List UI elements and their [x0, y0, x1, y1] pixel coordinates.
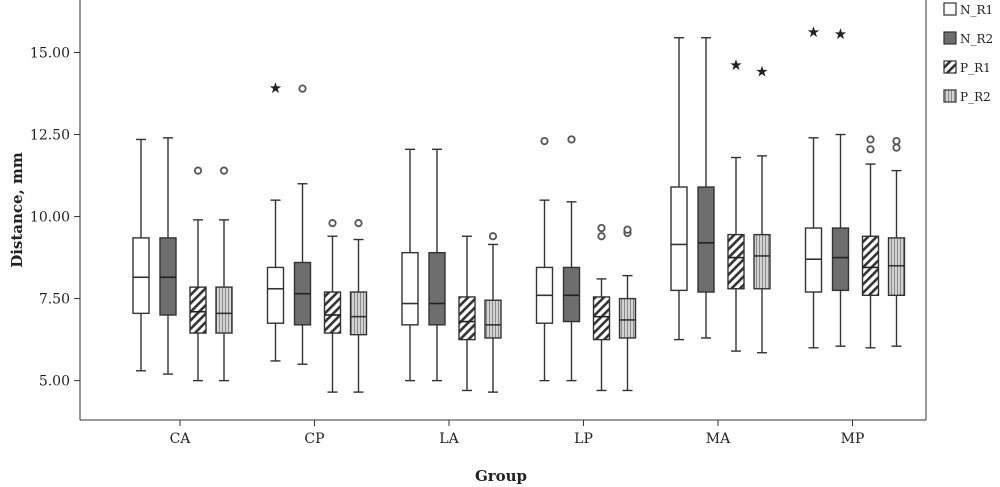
- iqr-box: [861, 235, 880, 297]
- box-P_R2-LP: [618, 225, 637, 392]
- y-tick-label: 7.50: [39, 292, 70, 308]
- box-P_R2-CP: [349, 219, 368, 393]
- x-tick-label: LA: [439, 431, 459, 447]
- extreme-point: ★: [834, 25, 847, 43]
- outlier-point: [892, 143, 901, 152]
- extreme-point: ★: [729, 56, 742, 74]
- x-tick-label: CA: [170, 431, 192, 447]
- iqr-box: [697, 186, 715, 293]
- x-axis-title: Group: [475, 467, 527, 485]
- box-P_R1-CP: [323, 219, 342, 393]
- legend-label: N_R1: [960, 3, 993, 17]
- outlier-point: [488, 232, 498, 241]
- box-N_R2-CA: [159, 137, 177, 375]
- box-P_R2-MP: [887, 136, 906, 347]
- box-P_R2-MA: ★: [753, 63, 771, 354]
- x-tick-label: MP: [841, 431, 865, 447]
- outlier-point: [623, 225, 632, 234]
- iqr-box: [458, 296, 476, 341]
- iqr-box: [159, 237, 177, 316]
- box-N_R1-MA: [670, 37, 688, 341]
- iqr-box: [753, 233, 771, 290]
- outlier-point: [354, 219, 363, 228]
- box-series: ★ ★ ★ ★ ★: [132, 23, 906, 393]
- y-axis-title: Distance, mm: [8, 152, 26, 268]
- iqr-box: [592, 296, 611, 341]
- legend-swatch: [943, 31, 957, 45]
- box-N_R2-MA: [697, 37, 715, 339]
- box-P_R1-LA: [458, 235, 476, 392]
- box-P_R1-CA: [189, 166, 207, 382]
- iqr-box: [215, 286, 233, 334]
- y-tick-label: 5.00: [39, 374, 70, 390]
- iqr-box: [887, 237, 906, 297]
- box-N_R1-CP: ★: [266, 79, 285, 362]
- legend-item-N_R1: N_R1: [943, 2, 993, 17]
- legend-label: N_R2: [960, 32, 993, 46]
- outlier-point: [597, 232, 606, 241]
- x-tick-label: LP: [574, 431, 593, 447]
- outlier-point: [328, 219, 337, 228]
- iqr-box: [831, 227, 850, 292]
- x-tick-label: MA: [706, 431, 731, 447]
- iqr-box: [401, 251, 419, 326]
- outlier-point: [298, 84, 307, 93]
- y-tick-label: 12.50: [30, 128, 70, 144]
- box-P_R1-MP: [861, 135, 880, 349]
- iqr-box: [428, 251, 446, 326]
- iqr-box: [804, 227, 823, 293]
- iqr-box: [189, 286, 207, 334]
- outlier-point: [193, 166, 203, 175]
- iqr-box: [484, 299, 502, 339]
- box-P_R1-LP: [592, 223, 611, 392]
- box-N_R2-LP: [562, 135, 581, 382]
- outlier-point: [219, 166, 229, 175]
- iqr-box: [670, 186, 688, 292]
- outlier-point: [866, 145, 875, 154]
- iqr-box: [727, 233, 745, 290]
- legend-label: P_R2: [960, 90, 991, 104]
- box-N_R1-LP: [535, 136, 554, 382]
- y-tick-label: 10.00: [30, 210, 70, 226]
- outlier-point: [597, 223, 606, 233]
- iqr-box: [132, 237, 150, 315]
- box-N_R2-MP: ★: [831, 25, 850, 347]
- box-N_R2-CP: [293, 84, 312, 365]
- legend-label: P_R1: [960, 61, 991, 75]
- legend-item-N_R2: N_R2: [943, 31, 993, 46]
- box-N_R1-LA: [401, 148, 419, 382]
- legend-swatch: [943, 89, 957, 103]
- iqr-box: [323, 291, 342, 334]
- iqr-box: [618, 297, 637, 339]
- x-tick-label: CP: [304, 431, 324, 447]
- box-P_R2-LA: [484, 232, 502, 393]
- legend-item-P_R1: P_R1: [943, 60, 991, 75]
- iqr-box: [562, 266, 581, 323]
- y-tick-label: 15.00: [30, 46, 70, 62]
- outlier-point: [892, 136, 901, 146]
- box-N_R1-CA: [132, 138, 150, 372]
- legend: N_R1 N_R2 P_R1 P_R2: [943, 2, 993, 104]
- legend-swatch: [943, 60, 957, 74]
- legend-item-P_R2: P_R2: [943, 89, 991, 104]
- iqr-box: [349, 291, 368, 336]
- y-axis-ticks: 5.00 7.50 10.00 12.50 15.00: [30, 46, 80, 390]
- extreme-point: ★: [269, 79, 282, 97]
- outlier-point: [866, 135, 875, 144]
- legend-swatch: [943, 2, 957, 16]
- box-P_R2-CA: [215, 166, 233, 382]
- box-N_R2-LA: [428, 148, 446, 382]
- extreme-point: ★: [807, 23, 820, 41]
- box-P_R1-MA: ★: [727, 56, 745, 352]
- x-axis-ticks: CA CP LA LP MA MP: [170, 420, 865, 447]
- extreme-point: ★: [755, 63, 768, 81]
- iqr-box: [266, 266, 285, 324]
- outlier-point: [567, 135, 576, 144]
- outlier-point: [540, 136, 549, 146]
- box-N_R1-MP: ★: [804, 23, 823, 349]
